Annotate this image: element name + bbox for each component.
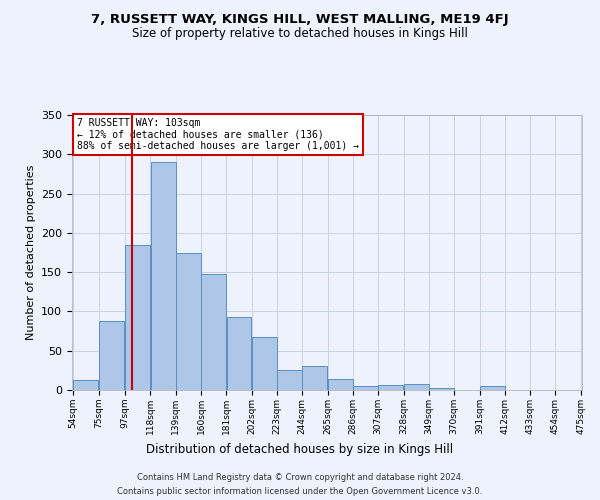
- Bar: [404, 384, 428, 390]
- Bar: [379, 384, 403, 390]
- Bar: [73, 380, 98, 390]
- Bar: [479, 386, 505, 390]
- Bar: [227, 317, 251, 390]
- Bar: [99, 321, 124, 390]
- Bar: [151, 162, 176, 390]
- Bar: [125, 244, 150, 390]
- Bar: [277, 370, 302, 390]
- Bar: [302, 366, 328, 390]
- Text: 7 RUSSETT WAY: 103sqm
← 12% of detached houses are smaller (136)
88% of semi-det: 7 RUSSETT WAY: 103sqm ← 12% of detached …: [77, 118, 359, 151]
- Bar: [328, 379, 353, 390]
- Bar: [176, 252, 201, 390]
- Text: Distribution of detached houses by size in Kings Hill: Distribution of detached houses by size …: [146, 442, 454, 456]
- Y-axis label: Number of detached properties: Number of detached properties: [26, 165, 35, 340]
- Text: Size of property relative to detached houses in Kings Hill: Size of property relative to detached ho…: [132, 28, 468, 40]
- Bar: [252, 336, 277, 390]
- Bar: [429, 388, 454, 390]
- Text: 7, RUSSETT WAY, KINGS HILL, WEST MALLING, ME19 4FJ: 7, RUSSETT WAY, KINGS HILL, WEST MALLING…: [91, 12, 509, 26]
- Bar: [353, 386, 378, 390]
- Text: Contains public sector information licensed under the Open Government Licence v3: Contains public sector information licen…: [118, 488, 482, 496]
- Bar: [201, 274, 226, 390]
- Text: Contains HM Land Registry data © Crown copyright and database right 2024.: Contains HM Land Registry data © Crown c…: [137, 472, 463, 482]
